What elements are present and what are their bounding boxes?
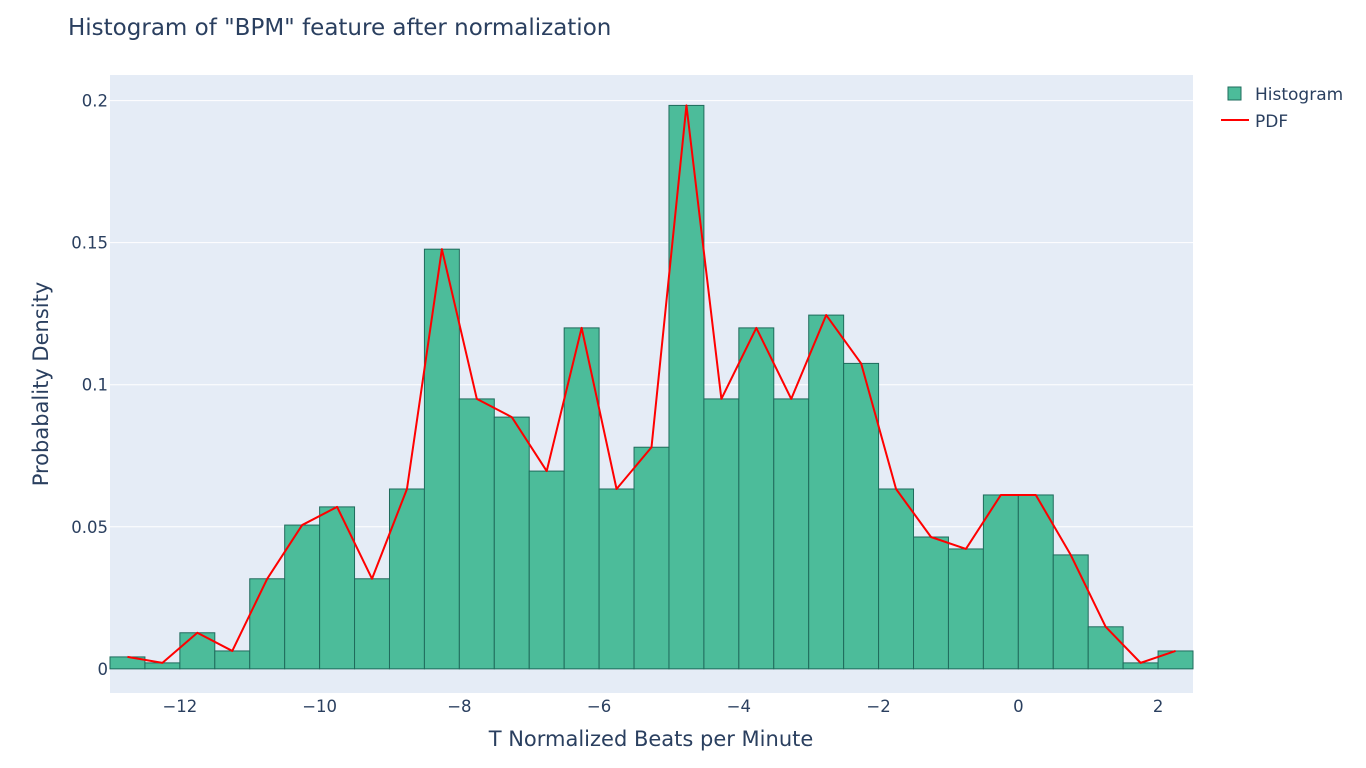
y-tick-label: 0.2 — [82, 92, 108, 111]
histogram-bar[interactable] — [214, 650, 251, 670]
legend[interactable]: Histogram PDF — [1221, 85, 1343, 132]
histogram-bar[interactable] — [249, 578, 286, 670]
pdf-line-group — [127, 104, 1176, 664]
x-tick-label: −12 — [162, 697, 197, 716]
histogram-bar[interactable] — [284, 524, 321, 670]
x-tick-label: −4 — [727, 697, 751, 716]
histogram-bar[interactable] — [1017, 494, 1054, 670]
x-tick-label: −8 — [447, 697, 471, 716]
histogram-bar[interactable] — [808, 314, 845, 670]
y-tick-label: 0.05 — [71, 518, 108, 537]
histogram-bars — [109, 104, 1194, 670]
histogram-bar[interactable] — [703, 398, 740, 670]
legend-histogram-label: Histogram — [1255, 85, 1343, 105]
histogram-bar[interactable] — [773, 398, 810, 670]
histogram-bar[interactable] — [1087, 626, 1124, 670]
histogram-bar[interactable] — [913, 536, 949, 670]
histogram-bar[interactable] — [354, 578, 390, 670]
histogram-bar[interactable] — [1052, 554, 1089, 670]
y-tick-labels: 0 0.05 0.1 0.15 0.2 — [71, 92, 108, 679]
histogram-bar[interactable] — [528, 470, 565, 670]
pdf-line[interactable] — [127, 104, 1176, 664]
y-tick-label: 0.15 — [71, 234, 108, 253]
histogram-bar[interactable] — [878, 488, 915, 670]
legend-histogram-swatch — [1227, 86, 1242, 101]
x-tick-label: −2 — [866, 697, 890, 716]
x-tick-label: 2 — [1153, 697, 1164, 716]
y-tick-label: 0 — [98, 660, 109, 679]
histogram-bar[interactable] — [843, 362, 880, 670]
y-axis-title: Probabality Density — [29, 282, 53, 487]
legend-item-pdf[interactable]: PDF — [1221, 112, 1288, 132]
histogram-bar[interactable] — [668, 104, 705, 670]
x-tick-label: −10 — [302, 697, 337, 716]
x-tick-labels: −12 −10 −8 −6 −4 −2 0 2 — [162, 697, 1163, 716]
histogram-bar[interactable] — [388, 488, 425, 670]
histogram-bar[interactable] — [458, 398, 495, 670]
histogram-bar[interactable] — [633, 446, 670, 670]
x-axis-title: T Normalized Beats per Minute — [488, 727, 814, 751]
x-tick-label: 0 — [1013, 697, 1024, 716]
legend-pdf-label: PDF — [1255, 112, 1288, 132]
chart-title: Histogram of "BPM" feature after normali… — [68, 15, 612, 41]
histogram-bar[interactable] — [319, 506, 356, 670]
x-tick-label: −6 — [587, 697, 611, 716]
histogram-bar[interactable] — [982, 494, 1019, 670]
histogram-bar[interactable] — [493, 416, 530, 670]
histogram-bar[interactable] — [423, 248, 460, 670]
y-tick-label: 0.1 — [82, 376, 108, 395]
histogram-bar[interactable] — [738, 327, 775, 670]
histogram-bar[interactable] — [598, 488, 635, 670]
legend-item-histogram[interactable]: Histogram — [1227, 85, 1343, 105]
histogram-bar[interactable] — [947, 548, 984, 670]
histogram-bar[interactable] — [1157, 650, 1194, 670]
